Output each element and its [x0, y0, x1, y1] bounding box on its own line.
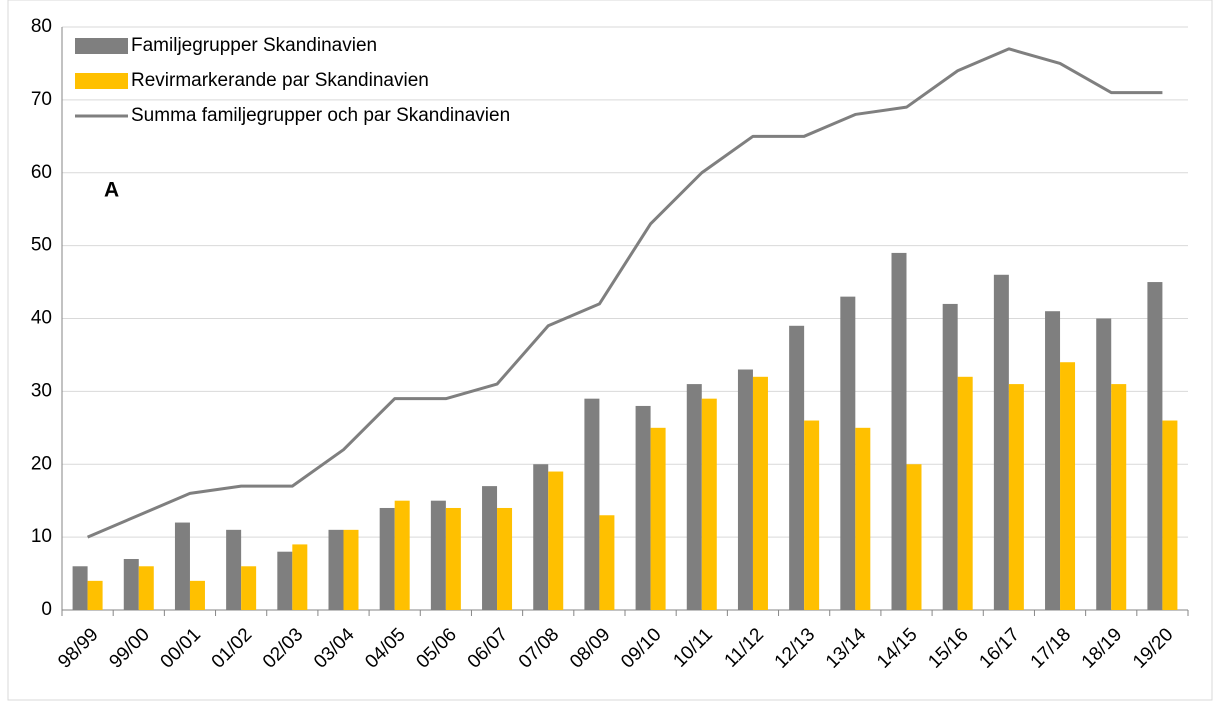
legend-swatch [75, 73, 128, 89]
y-tick-label: 50 [31, 235, 52, 256]
bar [445, 507, 461, 610]
line [87, 47, 1163, 539]
bar [123, 558, 139, 610]
bar [584, 398, 600, 610]
x-tick-label: 00/01 [157, 624, 205, 672]
x-tick-label: 10/11 [669, 624, 716, 671]
bar [241, 566, 257, 610]
bar [379, 507, 395, 610]
y-tick-label: 70 [31, 89, 52, 110]
y-tick-label: 10 [31, 526, 52, 547]
y-tick-label: 60 [31, 162, 52, 183]
bar [752, 376, 768, 610]
y-tick-label: 80 [31, 16, 52, 37]
x-tick-label: 03/04 [310, 624, 359, 673]
bar [855, 427, 871, 610]
bar [906, 464, 922, 610]
bar [789, 325, 805, 610]
legend-label: Revirmarkerande par Skandinavien [131, 70, 429, 91]
bar [87, 580, 103, 610]
bar [497, 507, 513, 610]
x-tick-label: 08/09 [566, 624, 614, 672]
legend-swatch [75, 38, 128, 54]
bar [328, 529, 344, 610]
bar [343, 529, 359, 610]
bar [394, 500, 410, 610]
bar [701, 398, 717, 610]
x-tick-label: 13/14 [822, 624, 871, 673]
x-tick-label: 17/18 [1027, 624, 1075, 672]
bar [650, 427, 666, 610]
bar [226, 529, 242, 610]
x-tick-label: 09/10 [617, 624, 665, 672]
annotation: A [104, 179, 119, 202]
x-tick-label: 19/20 [1129, 624, 1177, 672]
bar [891, 252, 907, 610]
x-tick-label: 02/03 [259, 624, 307, 672]
x-tick-label: 11/12 [721, 624, 768, 671]
x-tick-label: 12/13 [771, 624, 819, 672]
bar [804, 420, 820, 610]
bar [840, 296, 856, 610]
x-tick-label: 18/19 [1078, 624, 1126, 672]
bar [1096, 318, 1112, 610]
bar [599, 515, 615, 610]
y-tick-label: 30 [31, 380, 52, 401]
y-tick-label: 20 [31, 453, 52, 474]
x-tick-label: 06/07 [464, 624, 512, 672]
bar [1147, 282, 1163, 610]
bar [1111, 384, 1127, 610]
bar [482, 486, 498, 610]
bar [72, 566, 88, 610]
x-tick-label: 04/05 [361, 624, 409, 672]
bar [189, 580, 205, 610]
legend-label: Summa familjegrupper och par Skandinavie… [131, 105, 510, 126]
bar [292, 544, 308, 610]
y-tick-label: 40 [31, 308, 52, 329]
x-tick-label: 05/06 [412, 624, 460, 672]
bar [533, 464, 549, 610]
bar [138, 566, 154, 610]
bar [174, 522, 190, 610]
bar [1162, 420, 1178, 610]
x-tick-label: 07/08 [515, 624, 563, 672]
x-tick-label: 01/02 [208, 624, 256, 672]
bar [277, 551, 293, 610]
bar [957, 376, 973, 610]
bar [548, 471, 564, 610]
bar [1008, 384, 1024, 610]
bar [737, 369, 753, 610]
x-tick-label: 98/99 [54, 624, 102, 672]
bar [635, 405, 651, 610]
bar [942, 303, 958, 610]
x-tick-label: 16/17 [975, 624, 1023, 672]
y-tick-label: 0 [41, 599, 52, 620]
x-tick-label: 14/15 [873, 624, 921, 672]
bar [1060, 362, 1076, 610]
legend-label: Familjegrupper Skandinavien [131, 35, 377, 56]
bar [430, 500, 446, 610]
x-tick-label: 99/00 [105, 624, 153, 672]
chart-frame [7, 0, 1213, 701]
bar [993, 274, 1009, 610]
bar [686, 384, 702, 610]
x-tick-label: 15/16 [924, 624, 972, 672]
bar [1045, 311, 1061, 610]
